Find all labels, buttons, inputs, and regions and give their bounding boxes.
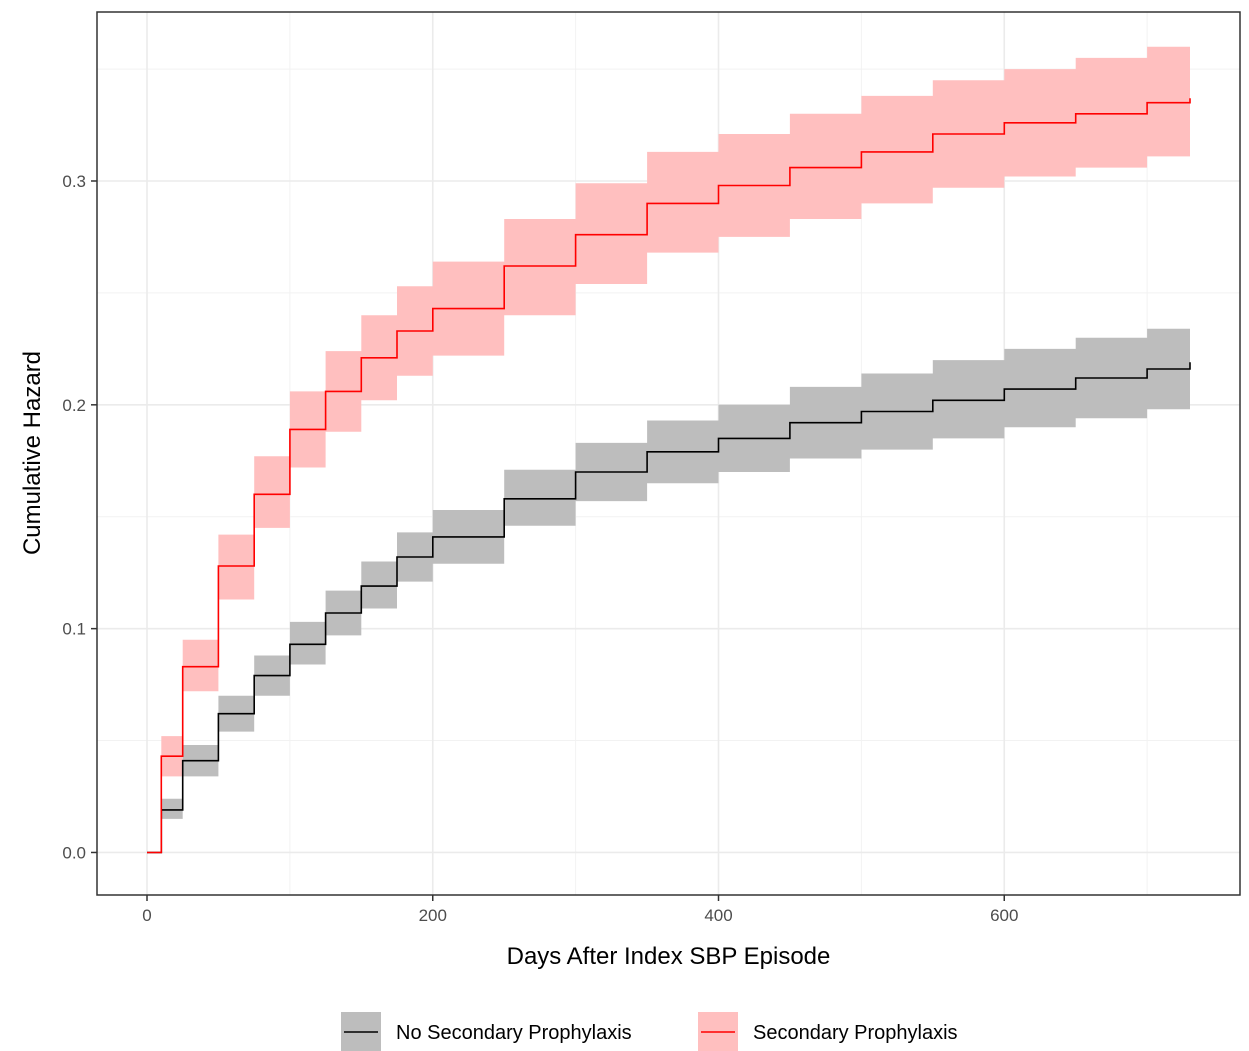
x-tick-label: 600 [990,906,1018,925]
axes: 0 200 400 600 0.0 0.1 0.2 0.3 [62,172,1018,925]
y-tick-label: 0.0 [62,843,86,862]
plot-panel-border [96,11,1241,896]
x-axis-title: Days After Index SBP Episode [507,943,831,970]
legend-label-secondary-prophylaxis: Secondary Prophylaxis [753,1022,958,1044]
x-tick-label: 0 [142,906,151,925]
legend-label-no-secondary-prophylaxis: No Secondary Prophylaxis [396,1022,632,1044]
hazard-line-secondary-prophylaxis [147,98,1191,854]
hazard-lines [147,98,1191,854]
x-tick-label: 200 [419,906,447,925]
confidence-band-secondary-prophylaxis [147,42,1190,853]
x-tick-label: 400 [704,906,732,925]
y-axis-title: Cumulative Hazard [19,351,46,555]
legend: No Secondary Prophylaxis Secondary Proph… [341,1012,958,1051]
y-tick-label: 0.3 [62,172,86,191]
confidence-band-no-secondary-prophylaxis [147,319,1190,853]
y-tick-label: 0.1 [62,620,86,639]
confidence-bands [147,42,1190,853]
hazard-line-no-secondary-prophylaxis [147,362,1191,854]
y-tick-label: 0.2 [62,396,86,415]
